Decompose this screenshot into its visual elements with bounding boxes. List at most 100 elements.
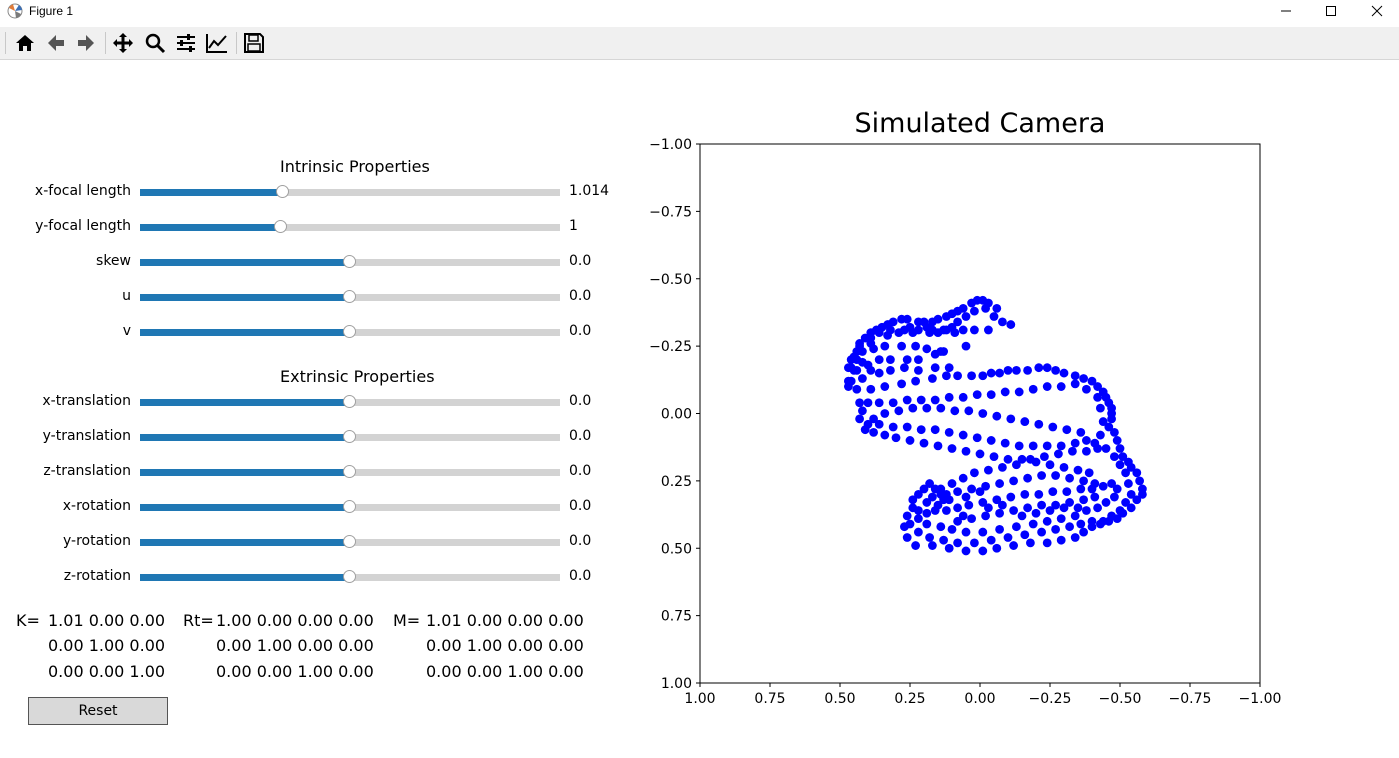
v-slider[interactable] [140,325,560,338]
scatter-point [900,522,909,532]
y-translation-slider[interactable] [140,430,560,443]
scatter-point [953,371,962,381]
forward-button[interactable] [73,30,99,56]
scatter-point [1012,365,1021,375]
scatter-point [1107,414,1116,424]
z-rotation-slider-handle[interactable] [343,570,356,583]
scatter-point [880,409,890,418]
scatter-point [961,492,971,502]
scatter-point [902,314,912,324]
y-rotation-slider-handle[interactable] [343,535,356,548]
scatter-point [914,355,923,364]
scatter-point [947,479,957,488]
y-translation-slider-label: y-translation [42,428,131,444]
x-translation-slider-handle[interactable] [343,395,356,408]
close-button[interactable] [1354,0,1399,22]
y-translation-slider-handle[interactable] [343,430,356,443]
maximize-button[interactable] [1308,0,1354,22]
skew-slider[interactable] [140,255,560,268]
y-translation-slider-fill [140,434,350,441]
scatter-point [908,328,918,338]
x-focal-length-slider[interactable] [140,185,560,198]
skew-slider-label: skew [96,253,131,269]
z-translation-slider[interactable] [140,465,560,478]
scatter-point [928,325,937,335]
scatter-point [1034,489,1044,499]
x-rotation-slider-label: x-rotation [62,498,131,514]
scatter-point [1090,438,1100,448]
back-button[interactable] [43,30,69,56]
scatter-point [1076,519,1086,529]
z-translation-slider-handle[interactable] [343,465,356,478]
scatter-point [1076,427,1086,437]
y-focal-length-slider-fill [140,224,281,231]
scatter-point [852,347,862,356]
y-rotation-slider[interactable] [140,535,560,548]
k-matrix-row-3: 0.00 0.00 1.00 [48,662,166,681]
scatter-point [1056,535,1066,545]
skew-slider-handle[interactable] [343,255,356,268]
scatter-point [1059,503,1069,513]
scatter-point [944,363,954,373]
u-slider-handle[interactable] [343,290,356,303]
pan-button[interactable] [110,30,136,56]
scatter-point [874,419,884,429]
home-button[interactable] [12,30,38,56]
z-translation-slider-label: z-translation [43,463,131,479]
scatter-point [958,325,968,335]
scatter-point [944,543,954,553]
x-tick-label: 0.50 [824,691,855,707]
scatter-point [1107,409,1116,418]
x-rotation-slider-handle[interactable] [343,500,356,513]
scatter-point [922,403,932,413]
scatter-point [1135,476,1144,486]
u-slider[interactable] [140,290,560,303]
scatter-point [953,487,962,497]
scatter-point [1087,522,1097,532]
scatter-point [930,363,940,373]
y-rotation-slider-value: 0.0 [569,533,592,549]
v-slider-handle[interactable] [343,325,356,338]
scatter-point [970,538,979,548]
minimize-button[interactable] [1263,0,1309,22]
x-focal-length-slider-handle[interactable] [275,185,289,198]
scatter-point [942,489,951,499]
scatter-point [1115,444,1125,453]
save-button[interactable] [241,30,267,56]
scatter-point [1112,514,1122,524]
z-translation-slider-value: 0.0 [569,463,592,479]
scatter-point [1031,508,1041,518]
m-matrix-row-2: 0.00 1.00 0.00 0.00 [426,636,584,655]
scatter-point [928,541,937,550]
scatter-point [869,427,878,437]
scatter-point [958,511,968,521]
scatter-point [1093,503,1102,513]
scatter-point [922,344,932,354]
y-tick-label: 0.50 [661,541,692,557]
m-matrix-label: M= [393,611,421,630]
scatter-point [1093,444,1102,453]
scatter-point [936,403,946,413]
x-rotation-slider[interactable] [140,500,560,513]
scatter-point [970,468,979,478]
home-icon [16,35,34,51]
scatter-point [981,481,990,491]
v-slider-label: v [122,323,131,339]
scatter-point [1079,374,1088,383]
y-focal-length-slider-handle[interactable] [273,220,287,233]
scatter-point [1121,468,1130,478]
scatter-point [1112,484,1122,494]
configure-subplots-button[interactable] [173,30,199,56]
scatter-point [866,339,876,348]
z-rotation-slider[interactable] [140,570,560,583]
edit-axis-button[interactable] [204,30,230,56]
reset-button[interactable]: Reset [28,697,168,725]
y-focal-length-slider[interactable] [140,220,560,233]
scatter-point [995,479,1004,488]
x-translation-slider[interactable] [140,395,560,408]
zoom-button[interactable] [142,30,168,56]
scatter-point [939,347,948,356]
scatter-point [933,441,943,451]
scatter-point [1107,403,1116,413]
scatter-point [1006,492,1016,502]
